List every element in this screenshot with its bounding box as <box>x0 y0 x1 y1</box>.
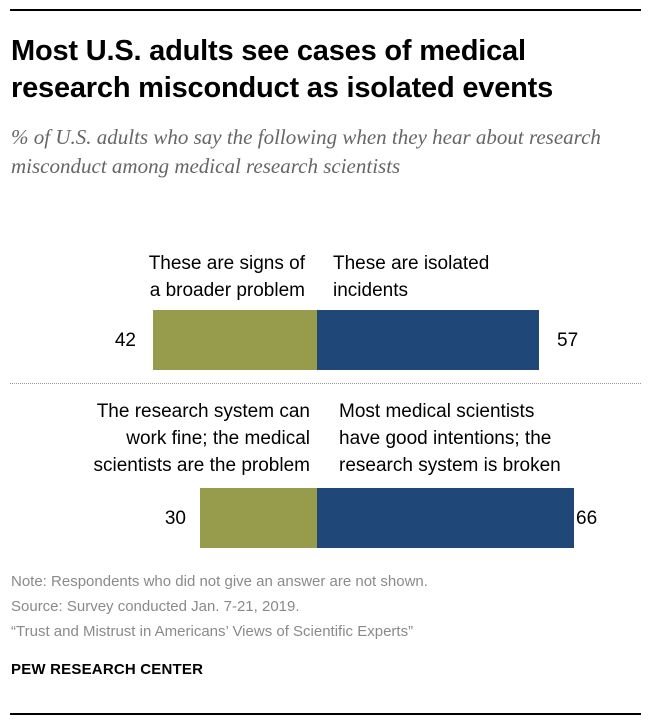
row2-right-bar <box>317 488 574 548</box>
source-text: Source: Survey conducted Jan. 7-21, 2019… <box>11 598 300 615</box>
row2-left-label-line: work fine; the medical <box>126 428 310 449</box>
row1-left-label-line: a broader problem <box>149 280 305 301</box>
row1-right-label: These are isolated incidents <box>333 250 613 304</box>
row1-left-label: These are signs of a broader problem <box>60 250 305 304</box>
chart-title: Most U.S. adults see cases of medical re… <box>11 35 554 104</box>
row2-left-label: The research system can work fine; the m… <box>20 398 311 479</box>
row1-right-label-line: These are isolated <box>333 253 490 274</box>
row-divider <box>10 383 641 384</box>
row2-left-label-line: The research system can <box>96 401 310 422</box>
row1-left-label-line: These are signs of <box>148 253 305 274</box>
row2-left-value: 30 <box>164 508 186 529</box>
row1-left-value: 42 <box>114 330 136 351</box>
row2-right-label-line: research system is broken <box>339 455 561 476</box>
row1-right-label-line: incidents <box>333 280 408 301</box>
row1-right-bar <box>317 310 539 370</box>
row2-left-bar <box>200 488 317 548</box>
row1-left-bar <box>153 310 317 370</box>
bottom-rule <box>10 713 641 715</box>
row1-right-value: 57 <box>557 330 579 351</box>
pew-logo-text: PEW RESEARCH CENTER <box>11 661 204 678</box>
row2-right-label-line: have good intentions; the <box>339 428 552 449</box>
row2-left-label-line: scientists are the problem <box>93 455 311 476</box>
report-title-text: “Trust and Mistrust in Americans’ Views … <box>11 623 414 640</box>
top-rule <box>10 9 641 11</box>
row2-right-label-line: Most medical scientists <box>339 401 535 422</box>
note-text: Note: Respondents who did not give an an… <box>11 573 428 590</box>
chart-subtitle: % of U.S. adults who say the following w… <box>11 125 601 178</box>
row2-right-label: Most medical scientists have good intent… <box>339 398 639 479</box>
row2-right-value: 66 <box>576 508 598 529</box>
